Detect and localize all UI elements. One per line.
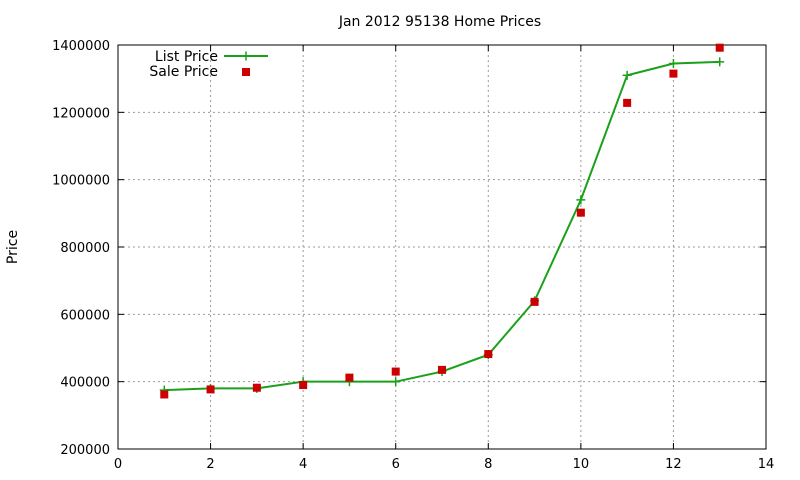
x-axis-tick-labels: 0 2 4 6 8 10 12 14 <box>114 457 774 472</box>
legend-label-sale-price: Sale Price <box>149 64 218 80</box>
x-tick-label: 4 <box>299 457 307 472</box>
x-tick-label: 8 <box>484 457 492 472</box>
y-tick-label: 1200000 <box>52 106 110 121</box>
sale-price-point <box>576 208 585 217</box>
x-tick-label: 0 <box>114 457 122 472</box>
x-tick-label: 14 <box>758 457 775 472</box>
y-tick-label: 1000000 <box>52 174 110 189</box>
legend-sample-list-price <box>224 51 268 61</box>
list-price-point <box>576 195 586 205</box>
legend-label-list-price: List Price <box>155 49 218 65</box>
sale-price-point <box>206 385 215 394</box>
list-price-point <box>391 377 401 387</box>
y-tick-label: 800000 <box>60 241 110 256</box>
series-list-price <box>159 57 725 395</box>
list-price-point <box>715 57 725 67</box>
list-price-point <box>668 59 678 69</box>
y-tick-label: 600000 <box>60 308 110 323</box>
y-axis-tick-labels: 200000 400000 600000 800000 1000000 1200000 14… <box>52 39 110 458</box>
axis-ticks <box>117 44 767 450</box>
series-sale-price <box>160 43 724 399</box>
legend-sample-sale-price <box>242 68 250 76</box>
sale-price-point <box>160 390 169 399</box>
x-tick-label: 2 <box>206 457 214 472</box>
y-tick-label: 200000 <box>60 443 110 458</box>
sale-price-point <box>299 381 308 390</box>
y-tick-label: 1400000 <box>52 39 110 54</box>
legend-marker-list-price <box>241 51 251 61</box>
sale-price-point <box>345 373 354 382</box>
legend: List Price Sale Price <box>149 49 268 80</box>
sale-price-point <box>438 365 446 374</box>
series <box>159 43 725 399</box>
x-tick-label: 6 <box>392 457 400 472</box>
list-price-point <box>622 70 632 80</box>
y-axis-label: Price <box>5 230 21 264</box>
y-tick-label: 400000 <box>60 376 110 391</box>
legend-marker-sale-price <box>242 68 250 76</box>
sale-price-point <box>623 98 632 107</box>
x-tick-label: 12 <box>665 457 682 472</box>
sale-price-point <box>530 297 539 306</box>
sale-price-point <box>391 367 400 376</box>
sale-price-point <box>252 383 261 392</box>
chart-title: Jan 2012 95138 Home Prices <box>338 14 541 30</box>
list-price-line <box>164 60 720 392</box>
sale-price-point <box>484 350 493 359</box>
sale-price-point <box>669 69 678 78</box>
sale-price-point <box>715 43 724 52</box>
x-tick-label: 10 <box>573 457 590 472</box>
